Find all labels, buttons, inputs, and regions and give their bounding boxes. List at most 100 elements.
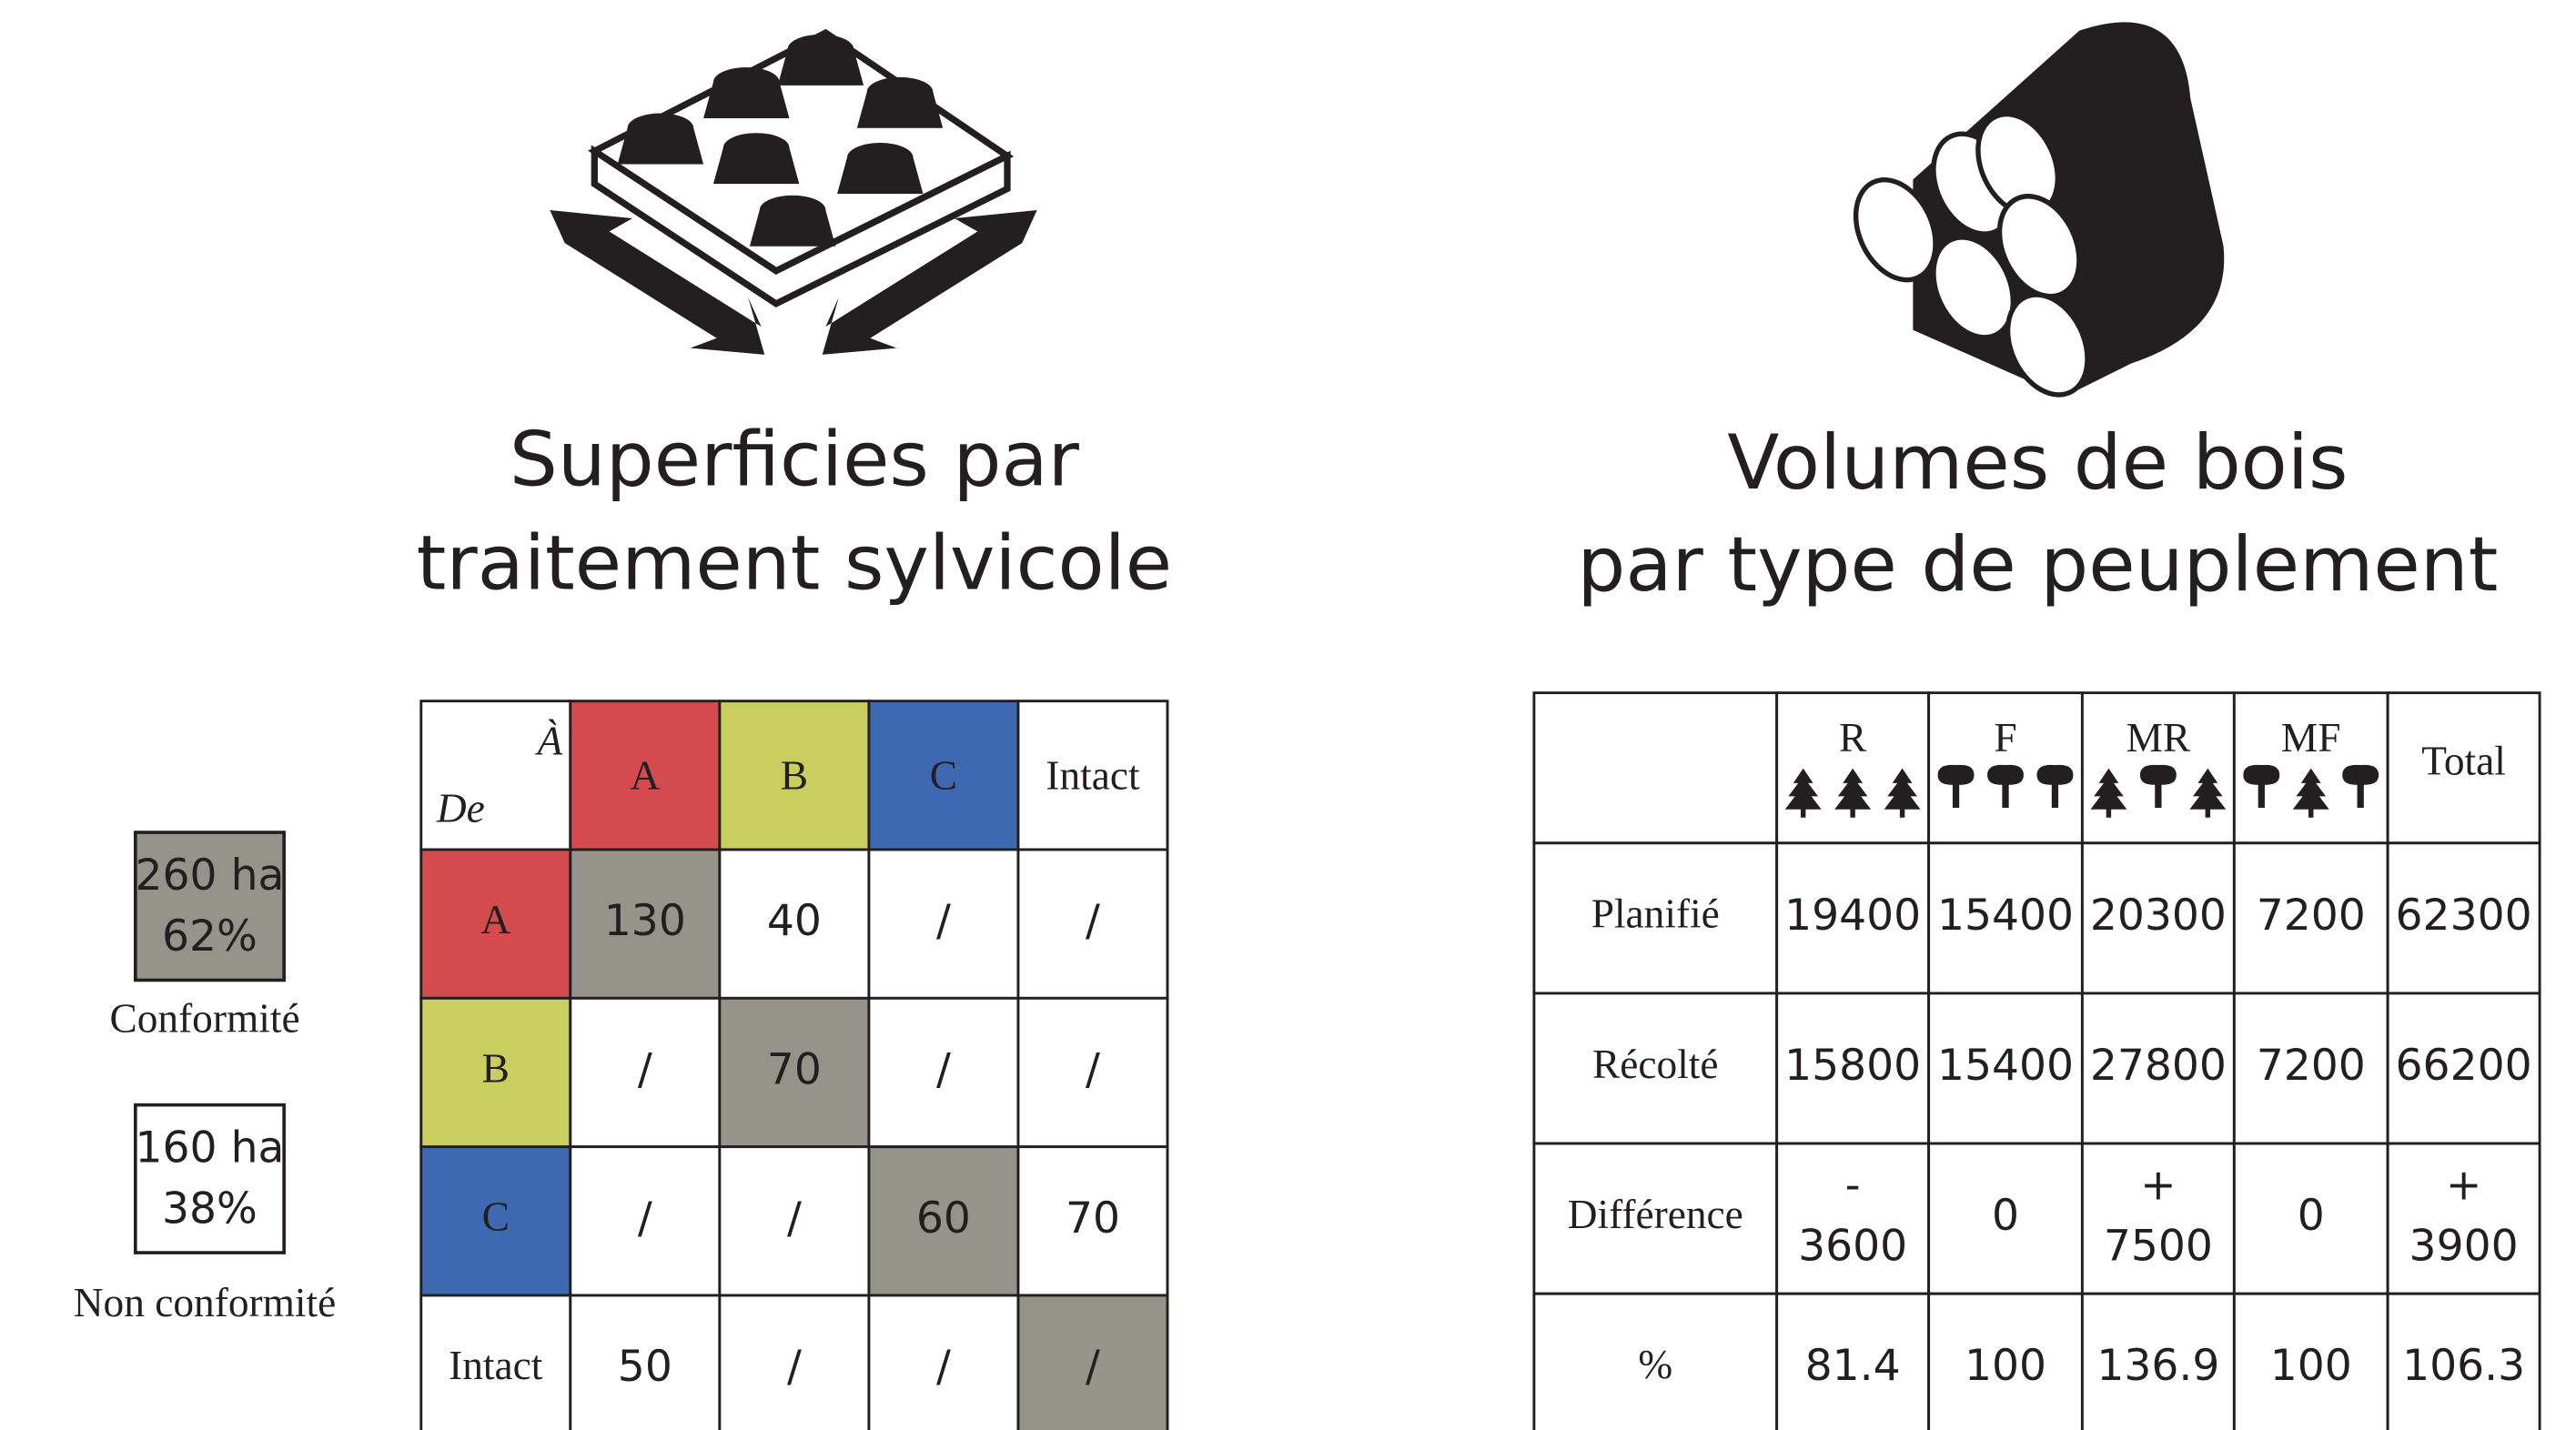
- cell: [2080, 992, 2236, 1145]
- cell-value: 15800: [1784, 1041, 1921, 1091]
- cell-value: 0: [1992, 1191, 2019, 1241]
- cell-value: 136.9: [2096, 1341, 2219, 1391]
- cell: [2386, 992, 2541, 1145]
- cell: [1532, 1292, 1779, 1430]
- cell: [1927, 1142, 2084, 1295]
- cell-value: 100: [2270, 1341, 2352, 1391]
- cell-value: /: [936, 1342, 951, 1392]
- cell-value: 100: [1965, 1341, 2046, 1391]
- cell-value: -: [1845, 1161, 1861, 1211]
- column-header: MF: [2281, 715, 2341, 760]
- row-header: Planifié: [1591, 891, 1720, 937]
- row-header: C: [482, 1194, 510, 1240]
- column-header: Total: [2421, 739, 2506, 784]
- cell: [2232, 1292, 2389, 1430]
- cell-value: 40: [767, 896, 822, 946]
- row-header: Récolté: [1592, 1042, 1719, 1087]
- cell-value: 27800: [2090, 1041, 2227, 1091]
- logs-icon: [1853, 22, 2225, 398]
- cell: [2232, 1142, 2389, 1295]
- cell: [718, 1294, 871, 1430]
- cell-value: /: [787, 1342, 802, 1392]
- cell-value: /: [638, 1193, 652, 1244]
- cell: [1532, 992, 1779, 1145]
- cell-value: 130: [604, 896, 686, 946]
- cell-value: 62300: [2396, 891, 2532, 941]
- cell-value: /: [787, 1193, 802, 1244]
- tree-icon: [1834, 768, 1872, 818]
- cell: [867, 848, 1020, 1000]
- cell: [133, 1103, 286, 1254]
- section-title: Superficies par: [510, 416, 1080, 504]
- cell-value: 15400: [1937, 891, 2074, 941]
- row-header: Intact: [449, 1343, 543, 1388]
- cell-value: 15400: [1937, 1041, 2074, 1091]
- row-header: B: [482, 1045, 510, 1091]
- legend-percent: 38%: [162, 1184, 258, 1234]
- cell-value: 7200: [2257, 891, 2366, 941]
- cell-value: 66200: [2396, 1041, 2532, 1091]
- stumps-icon: [550, 28, 1037, 355]
- cell: [419, 996, 572, 1149]
- cell: [718, 848, 871, 1000]
- cell: [2232, 992, 2389, 1145]
- tree-icon: [2342, 764, 2379, 808]
- cell: [867, 1145, 1020, 1297]
- cell-value: 0: [2298, 1191, 2325, 1241]
- cell-value: 60: [916, 1193, 971, 1244]
- column-header: F: [1994, 715, 2016, 760]
- cell: [419, 700, 572, 851]
- column-header: Intact: [1046, 753, 1140, 799]
- cell: [1016, 700, 1169, 851]
- cell: [2386, 691, 2541, 845]
- tree-icon: [1937, 764, 1975, 808]
- cell-value: 70: [767, 1045, 822, 1095]
- cell: [419, 1294, 572, 1430]
- tree-icon: [1784, 768, 1822, 818]
- cell: [718, 1145, 871, 1297]
- cell-value: 106.3: [2402, 1341, 2525, 1391]
- tree-icon: [2139, 764, 2177, 808]
- cell: [1016, 1145, 1169, 1297]
- cell: [2386, 1142, 2541, 1295]
- cell: [133, 831, 286, 982]
- cell-value: /: [1086, 1342, 1100, 1392]
- cell-value: 81.4: [1805, 1341, 1901, 1391]
- section-title: traitement sylvicole: [417, 519, 1173, 608]
- row-header: A: [480, 897, 510, 942]
- row-header: Différence: [1568, 1192, 1743, 1237]
- cell: [2386, 1292, 2541, 1430]
- legend-area: 160 ha: [136, 1123, 285, 1173]
- cell-value: 70: [1066, 1193, 1120, 1244]
- tree-icon: [2292, 768, 2329, 818]
- cell-value: 3900: [2409, 1222, 2519, 1272]
- tree-icon: [2036, 764, 2074, 808]
- column-header: A: [630, 753, 660, 799]
- cell-value: 19400: [1784, 891, 1921, 941]
- cell-value: /: [1086, 1045, 1100, 1095]
- cell: [1016, 1294, 1169, 1430]
- cell-value: 20300: [2090, 891, 2227, 941]
- tree-icon: [1884, 768, 1921, 818]
- column-header: R: [1839, 715, 1867, 760]
- tree-icon: [1987, 764, 2024, 808]
- cell-value: 3600: [1798, 1222, 1907, 1272]
- cell: [569, 996, 722, 1149]
- cell: [569, 848, 722, 1000]
- tree-icon: [2189, 768, 2227, 818]
- cell: [1532, 691, 1779, 845]
- tree-icon: [2243, 764, 2280, 808]
- cell-value: 7200: [2257, 1041, 2366, 1091]
- cell-value: +: [2446, 1161, 2482, 1211]
- cell: [867, 700, 1020, 851]
- cell-value: /: [936, 896, 951, 946]
- legend-label: Conformité: [109, 996, 299, 1042]
- row-header: %: [1638, 1342, 1672, 1387]
- cell-value: 50: [618, 1342, 672, 1392]
- column-header: B: [781, 753, 808, 799]
- cell-value: /: [936, 1045, 951, 1095]
- corner-to: À: [534, 719, 562, 764]
- cell-value: /: [638, 1045, 652, 1095]
- legend-area: 260 ha: [136, 851, 285, 901]
- cell: [718, 996, 871, 1149]
